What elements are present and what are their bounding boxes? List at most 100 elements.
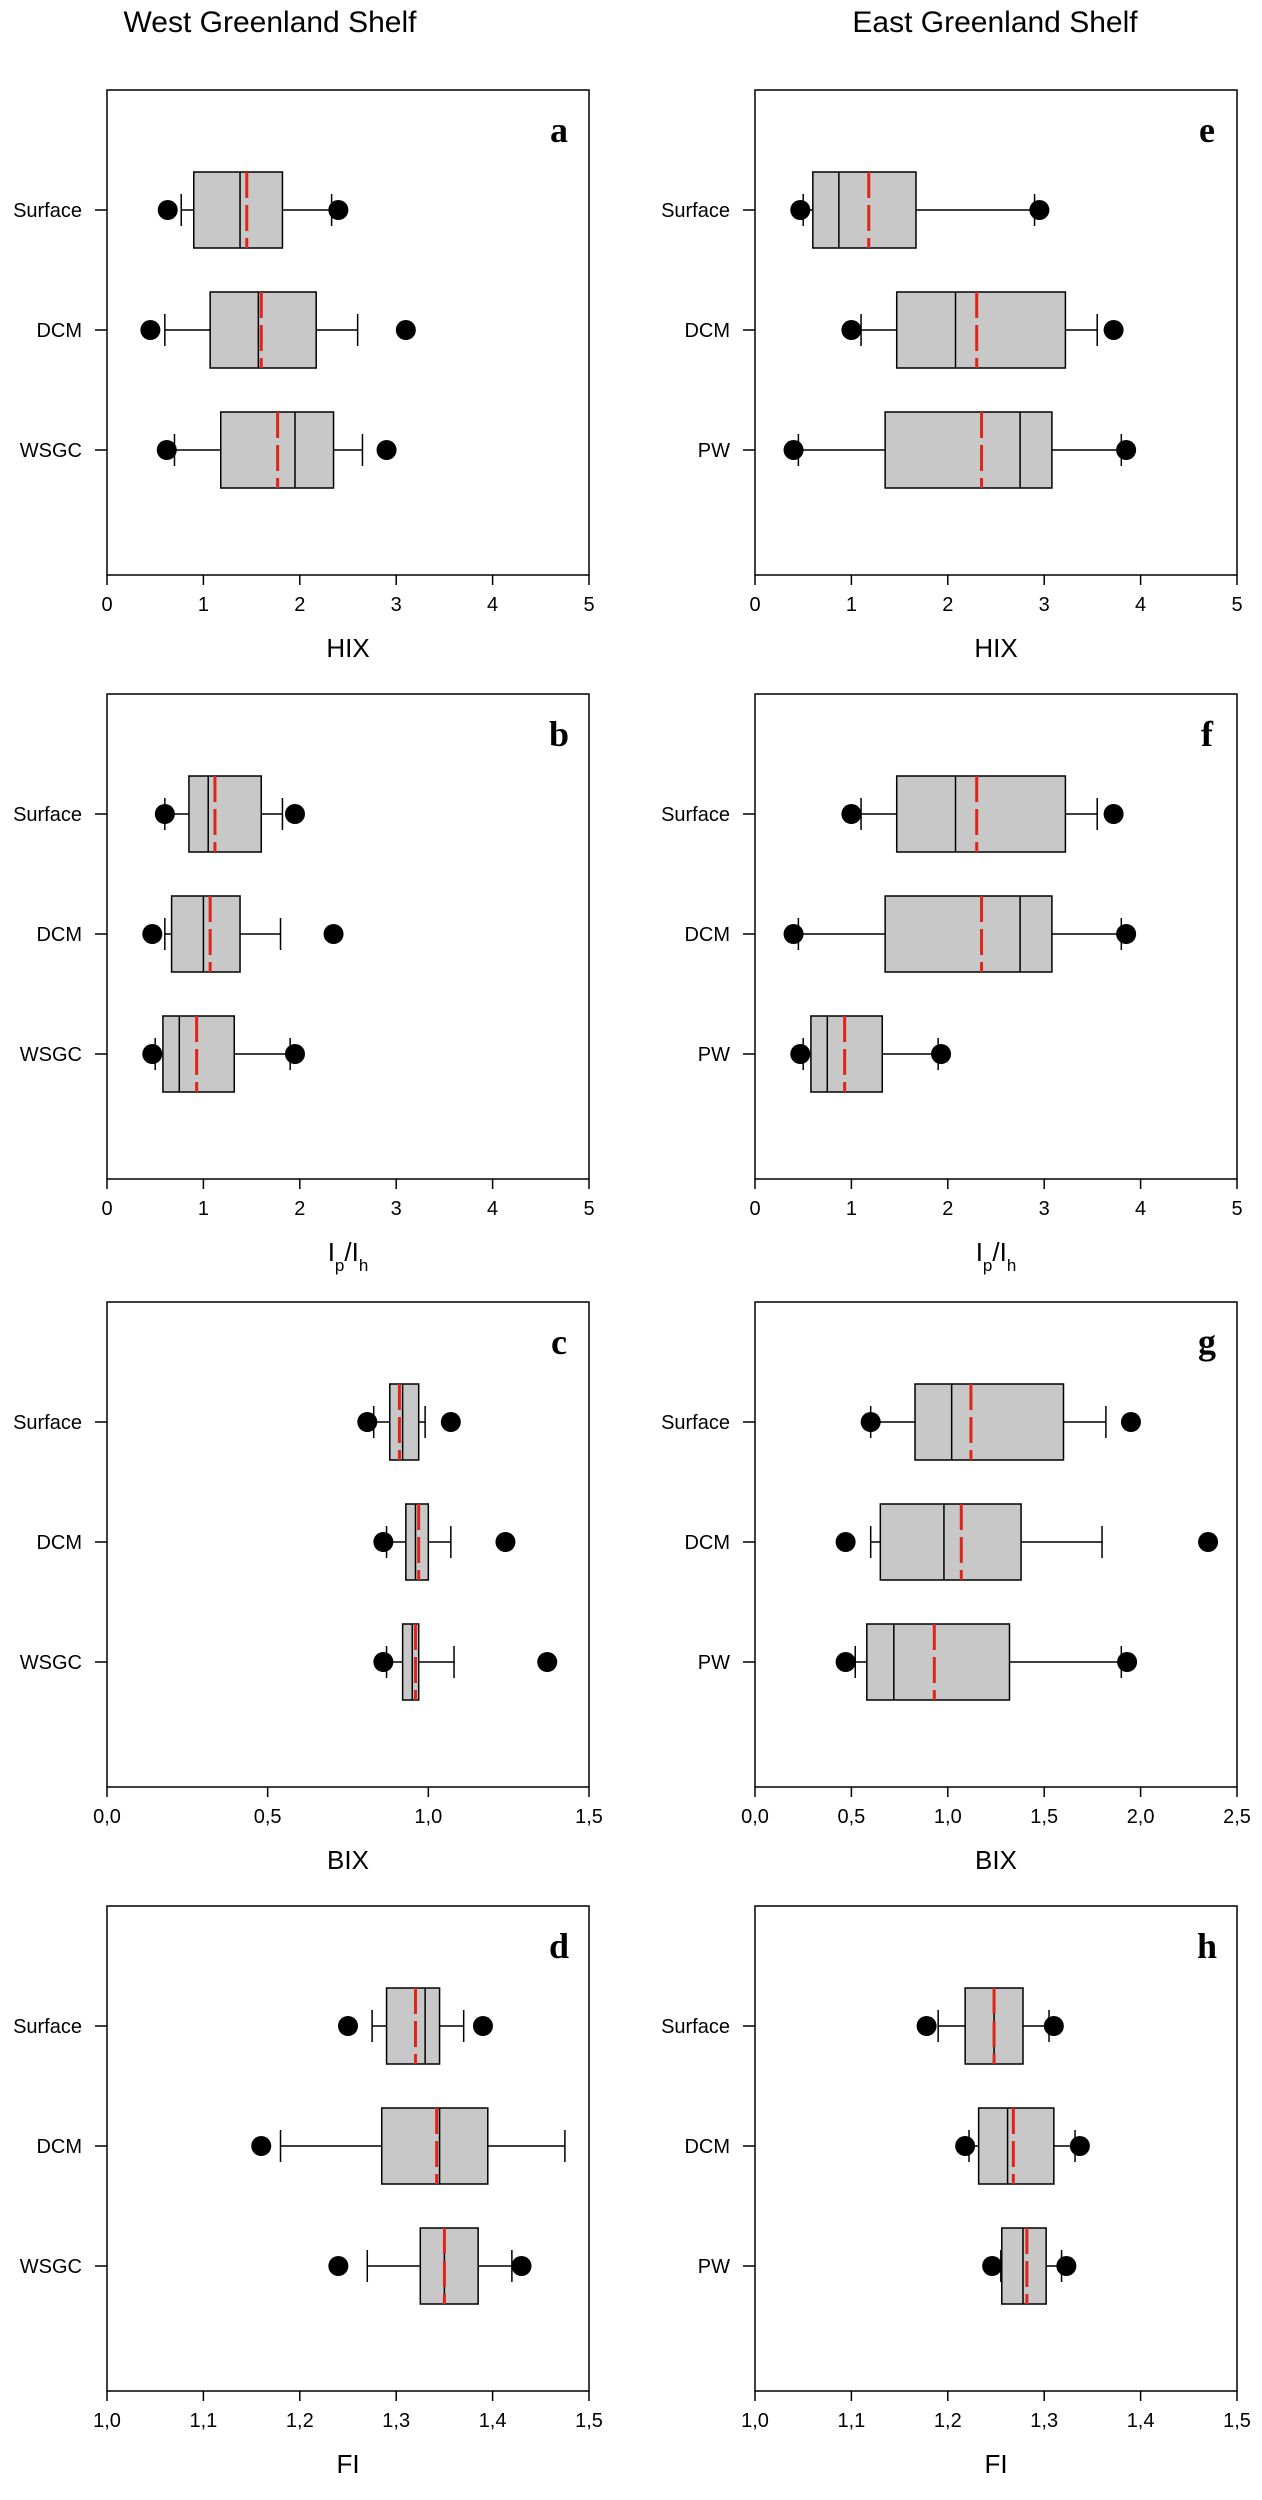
panel-a-dcm-label: DCM — [36, 320, 82, 342]
panel-f: f 0 1 2 3 4 5 Ip/Ih Surface DCM PW — [661, 693, 1243, 1275]
panel-g-surface-outlier — [860, 1412, 881, 1432]
panel-b-xlabel-part: /I — [344, 1237, 358, 1267]
panel-b-xtick-label: 1 — [198, 1198, 209, 1220]
panel-a-letter: a — [550, 110, 568, 150]
panel-c-wsgc-outlier — [373, 1652, 394, 1672]
panel-f-dcm-label: DCM — [684, 924, 730, 946]
panel-b-wsgc-outlier — [284, 1044, 305, 1064]
panel-b-surface-group: Surface — [13, 775, 305, 853]
panel-a-xtick-label: 2 — [294, 594, 305, 616]
panel-h-dcm-outlier — [955, 2136, 976, 2156]
panel-g-surface-box — [914, 1383, 1065, 1461]
panel-d-surface-group: Surface — [13, 1987, 493, 2065]
panel-a-dcm-box — [209, 291, 317, 369]
panel-d-dcm-box — [380, 2107, 489, 2185]
panel-d-xtick-label: 1,3 — [382, 2410, 410, 2432]
panel-g-surface-group: Surface — [661, 1383, 1141, 1461]
panel-b-xtick-label: 2 — [294, 1198, 305, 1220]
panel-g-dcm-group: DCM — [684, 1503, 1219, 1581]
panel-c-dcm-label: DCM — [36, 1532, 82, 1554]
panel-f-xtick-label: 2 — [942, 1198, 953, 1220]
panel-e-surface-label: Surface — [661, 200, 730, 222]
panel-h-dcm-label: DCM — [684, 2136, 730, 2158]
panel-h-surface-group: Surface — [661, 1987, 1064, 2065]
panel-d-letter: d — [549, 1926, 569, 1966]
panel-h-surface-outlier — [916, 2016, 937, 2036]
panel-e: e 0 1 2 3 4 5 HIX Surface DCM PW — [661, 89, 1243, 663]
panel-h-surface-outlier — [1043, 2016, 1064, 2036]
panel-b-dcm-group: DCM — [36, 895, 344, 973]
panel-f-xtick-label: 3 — [1039, 1198, 1050, 1220]
panel-c-letter: c — [551, 1322, 567, 1362]
panel-h-dcm-outlier — [1069, 2136, 1090, 2156]
panel-f-xlabel-part: /I — [992, 1237, 1006, 1267]
panel-d-surface-box — [385, 1987, 441, 2065]
panel-g-letter: g — [1198, 1322, 1216, 1362]
panel-g-dcm-outlier — [1198, 1532, 1219, 1552]
panel-g-pw-box — [866, 1623, 1011, 1701]
panel-c-wsgc-group: WSGC — [20, 1623, 558, 1701]
panel-f-surface-outlier — [841, 804, 862, 824]
panel-c-xlabel: BIX — [327, 1845, 369, 1875]
panel-a-surface-box — [193, 171, 284, 249]
panel-g-xlabel: BIX — [975, 1845, 1017, 1875]
panel-a-wsgc-label: WSGC — [20, 440, 82, 462]
panel-h-pw-outlier — [1056, 2256, 1077, 2276]
panel-e-letter: e — [1199, 110, 1215, 150]
panel-a-xtick-label: 4 — [487, 594, 498, 616]
panel-h-xtick-label: 1,2 — [934, 2410, 962, 2432]
panel-c-surface-label: Surface — [13, 1412, 82, 1434]
panel-a-xtick-label: 5 — [583, 594, 594, 616]
panel-f-pw-box — [810, 1015, 883, 1093]
panel-a-wsgc-outlier — [376, 440, 397, 460]
panel-b-wsgc-label: WSGC — [20, 1044, 82, 1066]
panel-g-pw-outlier — [1117, 1652, 1138, 1672]
panel-h-frame — [754, 1905, 1238, 2392]
panel-d-dcm-group: DCM — [36, 2107, 566, 2185]
panel-a-surface-label: Surface — [13, 200, 82, 222]
panel-a-xtick-label: 1 — [198, 594, 209, 616]
panel-d-wsgc-group: WSGC — [20, 2227, 532, 2305]
panel-f-dcm-group: DCM — [684, 895, 1137, 973]
panel-h-pw-group: PW — [698, 2227, 1077, 2305]
panel-e-dcm-outlier — [1103, 320, 1124, 340]
panel-h: h 1,0 1,1 1,2 1,3 1,4 1,5 FI Surface DCM PW — [661, 1905, 1251, 2479]
panel-g-surface-outlier — [1120, 1412, 1141, 1432]
panel-b-surface-label: Surface — [13, 804, 82, 826]
panel-f-frame — [754, 693, 1238, 1180]
panel-f-surface-group: Surface — [661, 775, 1124, 853]
panel-e-dcm-box — [895, 291, 1067, 369]
panel-f-pw-label: PW — [698, 1044, 730, 1066]
panel-c-wsgc-outlier — [537, 1652, 558, 1672]
panel-c-frame — [106, 1301, 590, 1788]
panel-b-dcm-outlier — [323, 924, 344, 944]
panel-e-surface-box — [812, 171, 917, 249]
panel-f-pw-outlier — [790, 1044, 811, 1064]
panel-d-wsgc-outlier — [328, 2256, 349, 2276]
panel-h-pw-outlier — [982, 2256, 1003, 2276]
panel-e-pw-box — [884, 411, 1053, 489]
panel-g-xtick-label: 1,0 — [934, 1806, 962, 1828]
panel-b-surface-box — [188, 775, 262, 853]
panel-h-pw-label: PW — [698, 2256, 730, 2278]
panel-g-dcm-outlier — [835, 1532, 856, 1552]
panel-e-dcm-group: DCM — [684, 291, 1124, 369]
panel-b-dcm-outlier — [142, 924, 163, 944]
panel-a-frame — [106, 89, 590, 576]
panel-c-surface-box — [389, 1383, 420, 1461]
panel-b-xtick-label: 3 — [391, 1198, 402, 1220]
panel-g-frame — [754, 1301, 1238, 1788]
panel-b-frame — [106, 693, 590, 1180]
panel-h-dcm-group: DCM — [684, 2107, 1090, 2185]
panel-h-xtick-label: 1,0 — [741, 2410, 769, 2432]
panel-f-xlabel-part: h — [1007, 1256, 1016, 1275]
panel-c-dcm-outlier — [495, 1532, 516, 1552]
panel-f-pw-outlier — [931, 1044, 952, 1064]
panel-d-xtick-label: 1,2 — [286, 2410, 314, 2432]
panel-d-xtick-label: 1,5 — [575, 2410, 603, 2432]
panel-a-surface-outlier — [328, 200, 349, 220]
panel-e-dcm-outlier — [841, 320, 862, 340]
panel-b-xlabel-part: I — [328, 1237, 335, 1267]
panel-e-xtick-label: 1 — [846, 594, 857, 616]
panel-b-xtick-label: 5 — [583, 1198, 594, 1220]
